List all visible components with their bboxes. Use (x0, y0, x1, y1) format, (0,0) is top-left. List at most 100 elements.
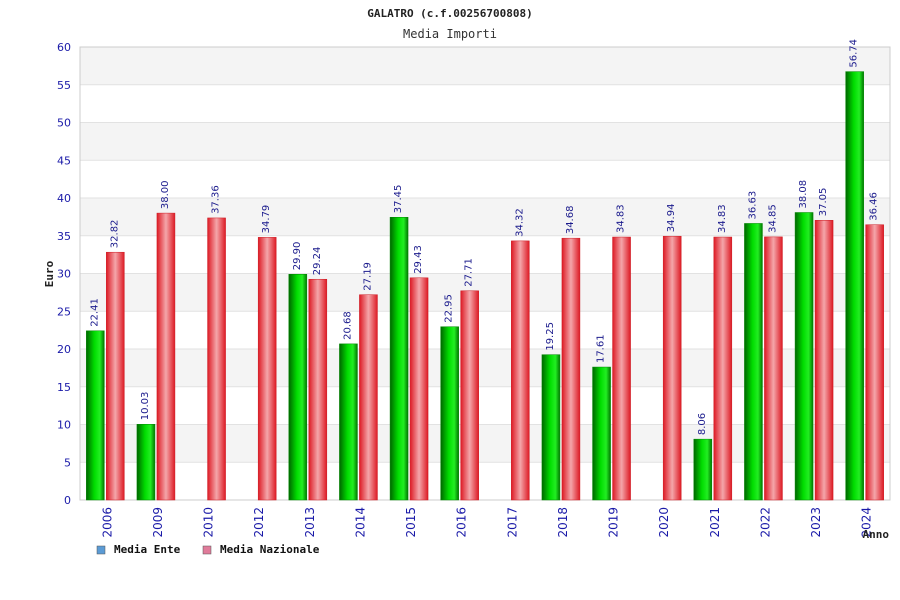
bar-value-label: 36.63 (747, 191, 758, 220)
bar-value-label: 29.24 (312, 247, 323, 276)
y-tick-label: 35 (57, 230, 71, 243)
bar-media-ente (389, 217, 409, 501)
x-tick-label: 2015 (404, 507, 418, 538)
bar-value-label: 34.83 (616, 204, 627, 233)
bar-value-label: 20.68 (342, 311, 353, 340)
bar-media-nazionale (207, 217, 226, 501)
plot-area (79, 46, 891, 501)
bar-media-nazionale (865, 224, 884, 501)
y-tick-label: 15 (57, 381, 71, 394)
bar-value-label: 19.25 (545, 322, 556, 351)
y-tick-label: 50 (57, 117, 71, 130)
bar-media-nazionale (764, 236, 783, 501)
x-tick-label: 2012 (252, 507, 266, 538)
x-axis-ticks: 2006 2009 2010 2012 2013 2014 2015 2016 2017 2018… (100, 507, 873, 538)
bar-media-nazionale (511, 240, 530, 501)
legend-label: Media Nazionale (220, 543, 320, 556)
bar-value-label: 37.05 (818, 188, 829, 217)
bar-media-nazionale (612, 236, 631, 501)
bar-value-label: 34.68 (565, 206, 576, 235)
y-axis-ticks: 0 5 10 15 20 25 30 35 40 45 50 55 60 (57, 41, 71, 507)
bar-media-nazionale (814, 220, 834, 501)
y-tick-label: 55 (57, 79, 71, 92)
bars (86, 71, 884, 501)
x-axis-label: Anno (863, 528, 890, 541)
bar-value-label: 34.94 (666, 204, 677, 233)
bar-value-label: 37.36 (211, 185, 222, 214)
legend-swatch (202, 545, 212, 555)
y-tick-label: 25 (57, 305, 71, 318)
bar-media-nazionale (308, 278, 328, 501)
bar-media-ente (693, 438, 713, 501)
bar-value-label: 32.82 (109, 220, 120, 249)
bar-media-ente (136, 424, 156, 501)
bar-value-label: 38.08 (798, 180, 809, 209)
bar-media-ente (794, 212, 814, 501)
bar-value-label: 27.19 (362, 262, 373, 291)
x-tick-label: 2010 (202, 507, 216, 538)
bar-media-ente (339, 343, 358, 501)
x-tick-label: 2014 (353, 507, 367, 538)
bar-value-label: 29.43 (413, 245, 424, 274)
y-tick-label: 0 (64, 494, 71, 507)
grid-band (80, 122, 890, 161)
x-tick-label: 2006 (100, 507, 114, 538)
x-tick-label: 2021 (708, 507, 722, 538)
bar-value-label: 34.85 (767, 204, 778, 233)
y-tick-label: 30 (57, 268, 71, 281)
y-tick-label: 45 (57, 154, 71, 167)
bar-value-label: 38.00 (160, 180, 171, 209)
bar-media-ente (86, 330, 105, 501)
bar-value-label: 8.06 (697, 413, 708, 435)
bar-media-nazionale (359, 294, 378, 501)
x-tick-label: 2023 (809, 507, 823, 538)
y-tick-label: 10 (57, 419, 71, 432)
bar-value-label: 34.32 (514, 208, 525, 237)
bar-value-label: 29.90 (292, 242, 303, 271)
bar-media-nazionale (156, 212, 176, 501)
x-tick-label: 2024 (860, 507, 874, 538)
bar-value-label: 22.41 (89, 298, 100, 327)
bar-media-nazionale (662, 235, 682, 501)
x-tick-label: 2020 (657, 507, 671, 538)
bar-value-label: 36.46 (869, 192, 880, 221)
grid-band (80, 160, 890, 198)
bar-value-label: 27.71 (464, 258, 475, 287)
y-tick-label: 20 (57, 343, 71, 356)
bar-media-ente (592, 366, 611, 501)
y-axis-label: Euro (43, 260, 56, 287)
bar-value-label: 34.79 (261, 205, 272, 234)
x-tick-label: 2022 (758, 507, 772, 538)
bar-media-ente (440, 326, 459, 501)
x-tick-label: 2017 (505, 507, 519, 538)
grid-band (80, 47, 890, 85)
bar-value-label: 17.61 (596, 334, 607, 363)
bar-value-label: 56.74 (849, 39, 860, 68)
x-tick-label: 2009 (151, 507, 165, 538)
chart-subtitle: Media Importi (403, 27, 497, 41)
y-tick-label: 60 (57, 41, 71, 54)
bar-media-nazionale (460, 290, 479, 501)
bar-media-ente (744, 223, 763, 501)
bar-media-nazionale (409, 277, 429, 501)
bar-media-nazionale (257, 237, 277, 501)
bar-value-label: 37.45 (393, 185, 404, 214)
legend-label: Media Ente (114, 543, 181, 556)
legend-swatch (96, 545, 106, 555)
grid-band (80, 84, 890, 123)
bar-media-nazionale (713, 236, 733, 501)
bar-media-nazionale (106, 251, 125, 501)
value-labels: 22.41 32.82 10.03 38.00 37.36 34.79 29.90 29.24… (89, 39, 879, 435)
y-tick-label: 5 (64, 456, 71, 469)
bar-media-ente (541, 354, 561, 501)
bar-value-label: 22.95 (444, 294, 455, 323)
y-tick-label: 40 (57, 192, 71, 205)
chart-title: GALATRO (c.f.00256700808) (367, 7, 533, 20)
x-tick-label: 2018 (556, 507, 570, 538)
bar-media-ente (845, 71, 864, 501)
bar-value-label: 10.03 (140, 392, 151, 421)
x-tick-label: 2013 (303, 507, 317, 538)
x-tick-label: 2016 (455, 507, 469, 538)
bar-media-ente (288, 274, 308, 501)
